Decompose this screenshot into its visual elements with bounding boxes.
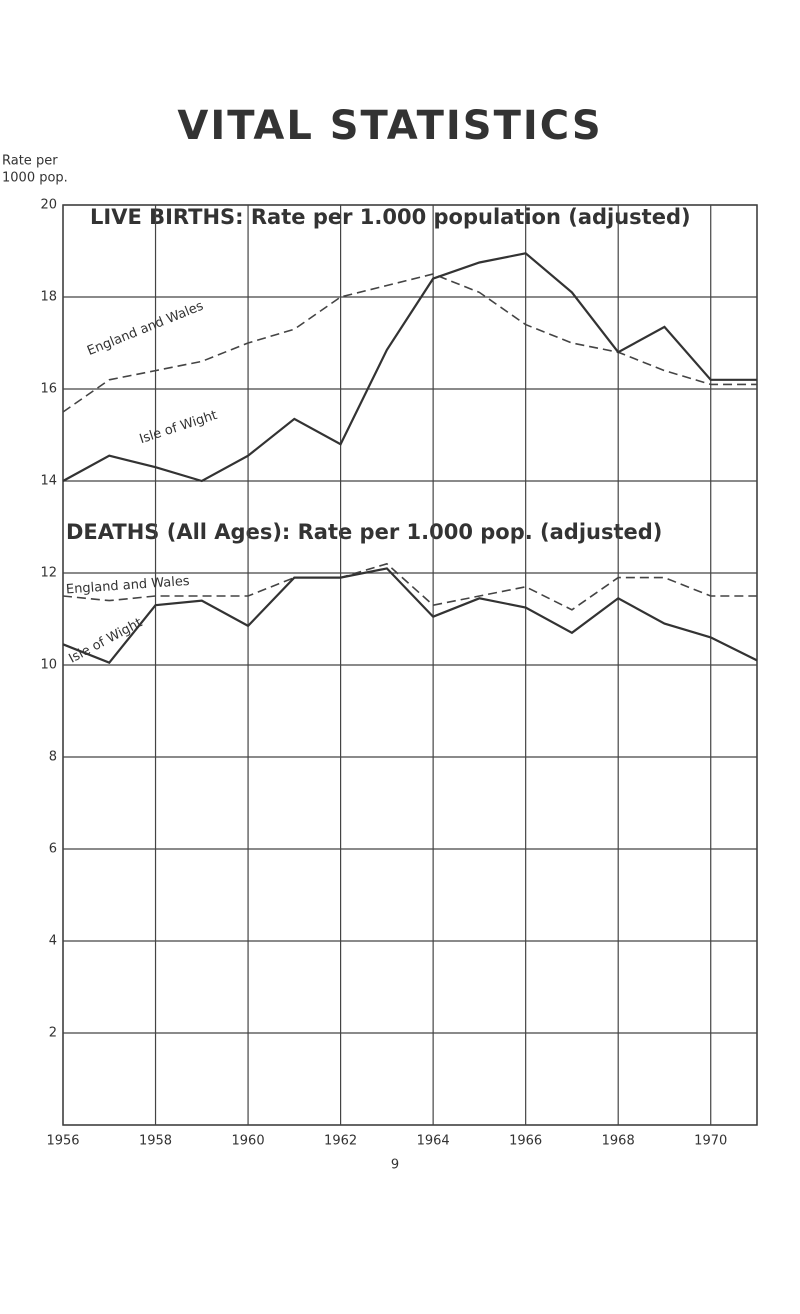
y-tick-label: 8 xyxy=(49,750,57,765)
y-tick-label: 10 xyxy=(40,658,57,673)
x-tick-label: 1960 xyxy=(232,1134,265,1149)
y-tick-label: 6 xyxy=(49,842,57,857)
x-tick-label: 1962 xyxy=(324,1134,357,1149)
chart-title: VITAL STATISTICS xyxy=(177,103,602,149)
page-number: 9 xyxy=(391,1158,399,1173)
y-tick-label: 4 xyxy=(49,934,57,949)
series-line xyxy=(62,252,757,483)
series-label: England and Wales xyxy=(65,574,190,598)
y-tick-label: 14 xyxy=(40,474,57,489)
x-tick-label: 1968 xyxy=(602,1134,635,1149)
x-tick-label: 1956 xyxy=(46,1134,79,1149)
y-tick-label: 18 xyxy=(40,290,57,305)
y-tick-label: 12 xyxy=(40,566,57,581)
series-label: Isle of Wight xyxy=(66,615,144,666)
series-line xyxy=(62,567,758,665)
x-tick-label: 1958 xyxy=(139,1134,172,1149)
y-tick-label: 20 xyxy=(40,198,57,213)
y-label: Rate per xyxy=(2,154,58,169)
y-tick-label: 16 xyxy=(40,382,57,397)
y-label: 1000 pop. xyxy=(2,171,68,186)
x-tick-label: 1966 xyxy=(509,1134,542,1149)
series-line xyxy=(62,562,757,611)
series-line xyxy=(62,273,757,413)
series-label: Isle of Wight xyxy=(138,408,219,447)
x-tick-label: 1970 xyxy=(694,1134,727,1149)
series-label: England and Wales xyxy=(85,299,206,359)
annotation: LIVE BIRTHS: Rate per 1.000 population (… xyxy=(90,205,691,229)
y-tick-label: 2 xyxy=(49,1026,57,1041)
x-tick-label: 1964 xyxy=(417,1134,450,1149)
annotation: DEATHS (All Ages): Rate per 1.000 pop. (… xyxy=(66,520,662,544)
